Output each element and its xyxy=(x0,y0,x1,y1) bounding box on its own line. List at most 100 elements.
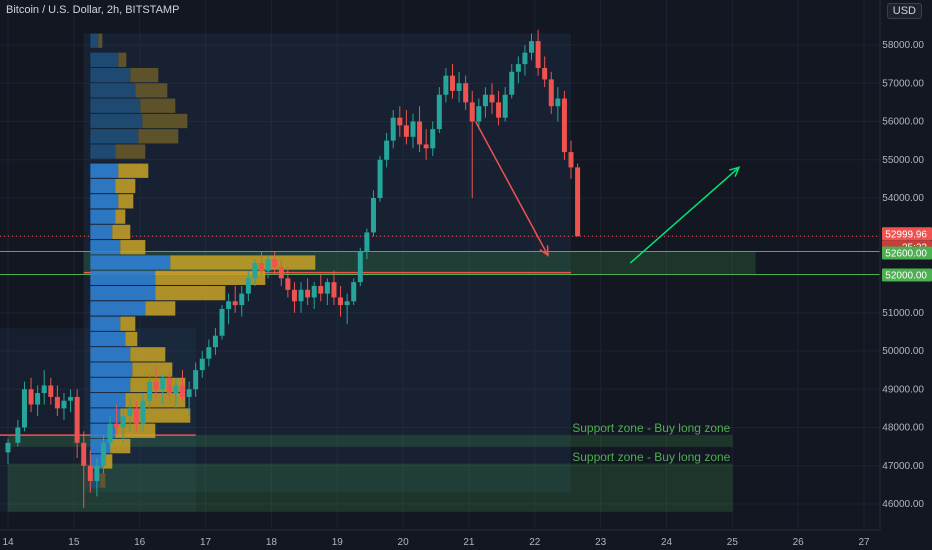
candle-body xyxy=(324,282,330,294)
profile-bar xyxy=(130,347,166,362)
candle-body xyxy=(568,152,574,168)
candle-body xyxy=(180,385,186,397)
candle-body xyxy=(318,285,324,294)
candle-body xyxy=(482,94,488,107)
x-tick-label: 25 xyxy=(727,537,739,548)
candle-body xyxy=(15,427,21,443)
candle-body xyxy=(338,297,344,306)
profile-bar xyxy=(145,301,176,316)
candle-body xyxy=(272,259,278,267)
candle-body xyxy=(41,385,47,394)
candle-body xyxy=(298,289,304,302)
x-tick-label: 18 xyxy=(266,537,278,548)
profile-bar xyxy=(90,224,113,240)
x-tick-label: 26 xyxy=(793,537,805,548)
candle-body xyxy=(239,293,245,306)
profile-bar xyxy=(90,194,119,209)
candle-body xyxy=(357,251,363,283)
profile-bar xyxy=(90,454,103,469)
candle-body xyxy=(153,381,159,390)
candle-body xyxy=(147,381,153,401)
candle-body xyxy=(397,117,403,126)
candle-body xyxy=(311,285,317,298)
candle-body xyxy=(496,102,502,118)
profile-bar xyxy=(110,438,131,454)
x-tick-label: 21 xyxy=(463,537,475,548)
candle-body xyxy=(206,347,212,359)
profile-bar xyxy=(90,178,116,194)
candle-body xyxy=(61,400,67,409)
arrows xyxy=(474,121,741,264)
candle-body xyxy=(502,94,508,118)
y-tick-label: 57000.00 xyxy=(882,78,924,89)
current-price-tag: 52999.96 xyxy=(885,229,927,240)
currency-selector[interactable]: USD xyxy=(886,3,922,19)
candle-body xyxy=(74,396,80,443)
x-tick-label: 17 xyxy=(200,537,212,548)
candle-body xyxy=(542,67,548,80)
y-tick-label: 51000.00 xyxy=(882,308,924,319)
candle-body xyxy=(21,389,27,428)
candle-body xyxy=(417,121,423,145)
profile-bar xyxy=(90,347,131,362)
profile-bar xyxy=(90,144,116,159)
profile-bar xyxy=(90,209,116,224)
candle-body xyxy=(100,442,106,466)
y-tick-label: 50000.00 xyxy=(882,346,924,357)
x-tick-label: 19 xyxy=(332,537,344,548)
candle-body xyxy=(509,71,515,95)
y-tick-label: 48000.00 xyxy=(882,423,924,434)
candle-body xyxy=(370,198,376,233)
profile-bar xyxy=(118,52,127,67)
profile-bar xyxy=(142,113,188,129)
profile-bar xyxy=(125,393,186,408)
profile-bar xyxy=(98,33,103,48)
profile-bar xyxy=(90,362,133,377)
y-tick-label: 54000.00 xyxy=(882,193,924,204)
candle-body xyxy=(456,83,462,91)
profile-bar xyxy=(90,240,121,255)
profile-bar xyxy=(155,285,226,301)
candle-body xyxy=(232,301,238,306)
profile-bar xyxy=(100,473,106,488)
y-tick-label: 47000.00 xyxy=(882,461,924,472)
support-zone xyxy=(7,463,733,513)
upper-zone-tag-bg xyxy=(882,246,932,260)
candle-body xyxy=(166,377,172,394)
profile-bar xyxy=(90,377,131,393)
candle-body xyxy=(120,416,126,428)
candle-body xyxy=(430,129,436,149)
candle-body xyxy=(265,259,271,271)
green-arrow xyxy=(629,166,740,264)
x-axis: 14 15 16 17 18 19 20 21 22 23 24 25 26 27 xyxy=(0,529,880,548)
profile-bar xyxy=(90,301,146,316)
candle-body xyxy=(515,64,521,72)
candle-body xyxy=(226,301,232,309)
profile-bar xyxy=(138,129,179,144)
candle-body xyxy=(476,106,482,122)
profile-bar xyxy=(90,285,156,301)
profile-bar xyxy=(90,67,131,83)
candle-body xyxy=(529,41,535,53)
profile-bar xyxy=(90,331,126,347)
x-tick-label: 23 xyxy=(595,537,607,548)
profile-bar xyxy=(118,163,149,178)
candle-body xyxy=(5,442,11,453)
upper-zone-tag: 52600.00 xyxy=(885,249,927,260)
candles xyxy=(5,29,581,508)
profile-bar xyxy=(90,113,143,129)
zone-label: Support zone - Buy long zone xyxy=(572,421,730,435)
candle-body xyxy=(555,98,561,107)
profile-bar xyxy=(90,129,139,144)
candle-body xyxy=(291,289,297,302)
candle-body xyxy=(561,98,567,153)
candle-body xyxy=(548,79,554,107)
green-arrow-head xyxy=(729,166,741,177)
candle-body xyxy=(54,396,60,409)
candle-body xyxy=(522,52,528,65)
lower-zone-tag-bg xyxy=(882,268,932,282)
profile-bar xyxy=(90,393,126,408)
candle-body xyxy=(173,385,179,394)
